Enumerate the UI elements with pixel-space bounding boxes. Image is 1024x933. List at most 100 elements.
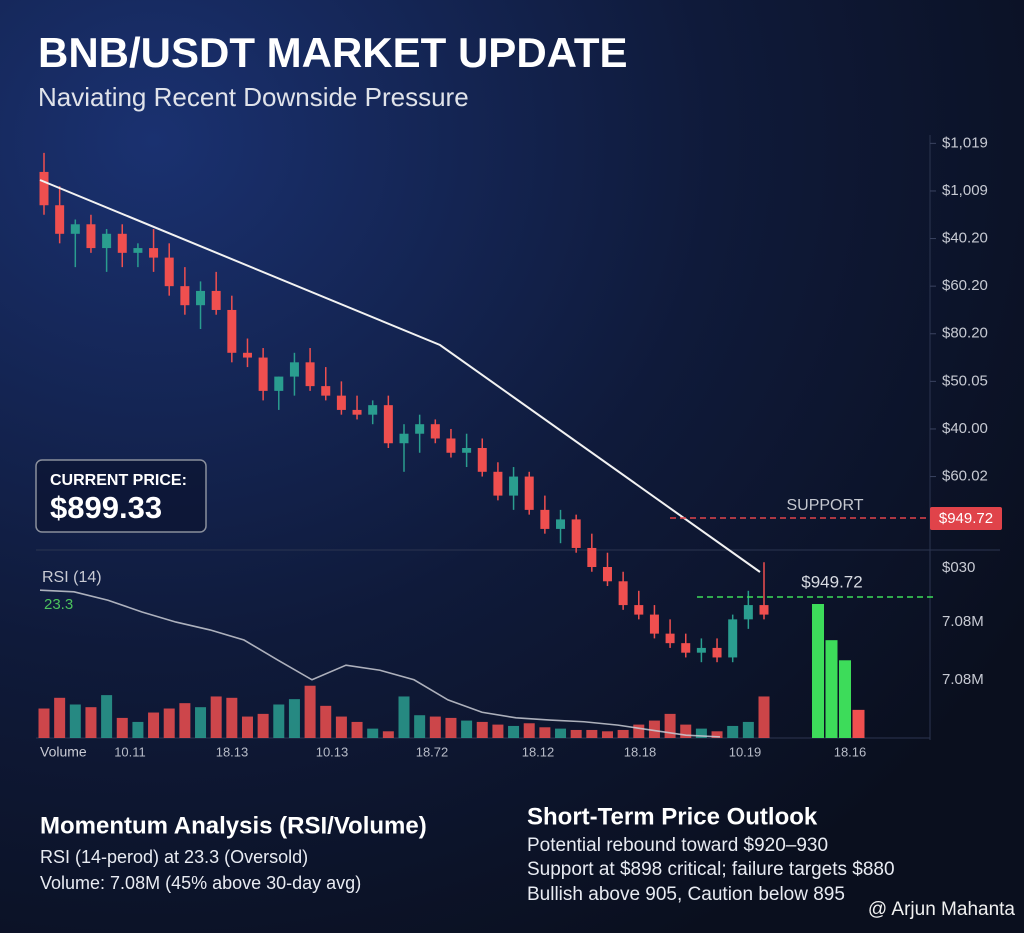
volume-bar (492, 724, 504, 738)
candle-body (681, 643, 691, 653)
candle-body (759, 605, 769, 615)
volume-bar (226, 697, 238, 738)
volume-bar (132, 721, 144, 738)
volume-bar (54, 697, 66, 738)
volume-bar (179, 703, 191, 738)
candle-body (524, 476, 534, 510)
section-line: Bullish above 905, Caution below 895 (527, 884, 845, 905)
volume-bar (273, 704, 285, 738)
x-label: 18.16 (834, 744, 867, 759)
candle-body (649, 614, 659, 634)
volume-bar (664, 713, 676, 738)
volume-bar (116, 717, 128, 738)
candle-body (274, 376, 284, 391)
candle-body (602, 567, 612, 582)
candle-body (305, 362, 315, 387)
volume-bar (727, 725, 739, 738)
y-tick-label: $1,019 (942, 134, 988, 151)
volume-bar (555, 728, 567, 738)
volume-bar (195, 707, 207, 738)
candle-body (164, 257, 174, 287)
y-tick-label: $40.00 (942, 420, 988, 437)
projection-bar (852, 709, 865, 738)
volume-bar (476, 721, 488, 738)
candle-body (634, 605, 644, 615)
candle-body (258, 357, 268, 391)
projection-bar (825, 640, 838, 738)
section-title: Short-Term Price Outlook (527, 803, 818, 830)
candle-body (509, 476, 519, 496)
projection-bar (839, 660, 851, 738)
y-tick-label: $50.05 (942, 372, 988, 389)
volume-bar (288, 699, 300, 738)
candle-body (86, 224, 96, 249)
x-label: 18.13 (216, 744, 249, 759)
volume-bar (38, 708, 50, 738)
candle-body (196, 290, 206, 306)
candle-body (540, 509, 550, 529)
candle-body (743, 605, 753, 620)
candle-body (415, 424, 425, 434)
volume-label: Volume (40, 744, 87, 760)
volume-bar (69, 704, 81, 738)
candle-body (696, 647, 706, 653)
volume-bar (508, 725, 520, 738)
candle-body (430, 424, 440, 439)
candle-body (149, 248, 159, 258)
volume-bar (758, 696, 770, 738)
watermark: @ Arjun Mahanta (868, 899, 1016, 920)
lower-axis-label: 7.08M (942, 613, 984, 630)
volume-bar (539, 727, 551, 738)
candle-body (368, 405, 378, 415)
y-tick-label: $40.20 (942, 230, 988, 247)
projection-bar (812, 604, 824, 738)
section-line: Volume: 7.08M (45% above 30-day avg) (40, 873, 361, 893)
candle-body (477, 448, 487, 472)
volume-bar (523, 723, 535, 738)
lower-axis-label: 7.08M (942, 671, 984, 688)
volume-bar (367, 728, 379, 738)
x-label: 18.12 (522, 744, 555, 759)
x-label: 18.72 (416, 744, 449, 759)
volume-bar (382, 731, 394, 738)
volume-bar (148, 712, 160, 738)
volume-bar (335, 716, 347, 738)
candle-body (618, 581, 628, 606)
volume-bar (711, 731, 723, 738)
volume-bar (320, 705, 332, 738)
subtitle: Naviating Recent Downside Pressure (38, 82, 469, 112)
current-price-label: CURRENT PRICE: (50, 472, 187, 489)
candle-body (665, 633, 675, 644)
candle-body (289, 362, 299, 377)
volume-bar (601, 731, 613, 738)
volume-bar (210, 696, 222, 738)
y-tick-label: $1,009 (942, 182, 988, 199)
candle-body (587, 547, 597, 567)
candle-body (102, 233, 112, 249)
support-label: SUPPORT (786, 497, 863, 514)
candle-body (556, 519, 566, 529)
x-label: 10.11 (114, 744, 146, 759)
candle-body (211, 290, 221, 310)
candle-body (728, 619, 738, 658)
volume-bar (414, 715, 426, 738)
section-line: Potential rebound toward $920–930 (527, 835, 828, 856)
section-line: RSI (14-perod) at 23.3 (Oversold) (40, 847, 308, 867)
volume-bar (633, 724, 645, 738)
candle-body (39, 171, 49, 206)
candle-body (133, 248, 143, 253)
title: BNB/USDT MARKET UPDATE (38, 29, 628, 76)
candle-body (571, 519, 581, 548)
current-price: $899.33 (50, 490, 162, 525)
volume-bar (351, 721, 363, 738)
volume-bar (617, 729, 629, 738)
candle-body (55, 205, 65, 234)
y-tick-label: $60.02 (942, 468, 988, 485)
section-title: Momentum Analysis (RSI/Volume) (40, 812, 427, 839)
volume-bar (304, 685, 316, 738)
candle-body (227, 309, 237, 353)
section-line: Support at $898 critical; failure target… (527, 859, 895, 880)
candle-body (242, 352, 252, 358)
volume-bar (101, 695, 113, 738)
volume-bar (742, 721, 754, 738)
